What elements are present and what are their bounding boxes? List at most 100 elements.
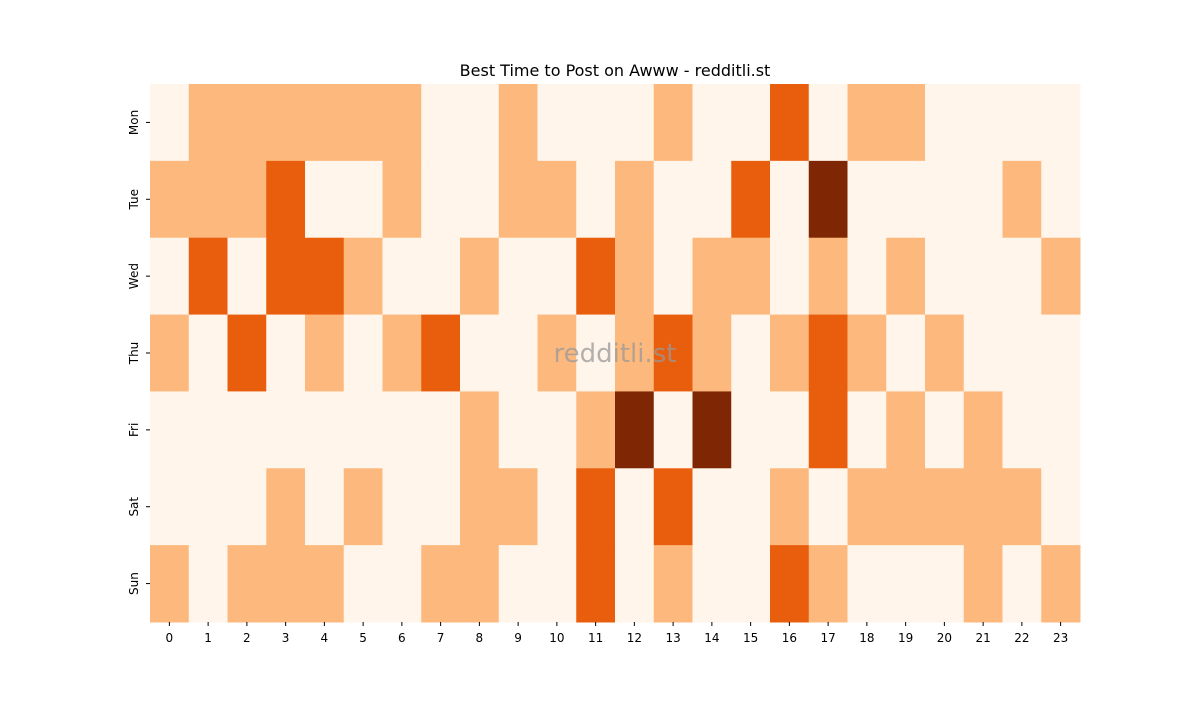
- x-tick-label: 7: [437, 631, 445, 645]
- cell: [382, 314, 422, 392]
- x-tick-label: 18: [859, 631, 874, 645]
- cell: [305, 84, 345, 162]
- cell: [305, 545, 345, 623]
- cell: [537, 468, 577, 546]
- cell: [498, 391, 538, 469]
- cell: [150, 160, 190, 239]
- cell: [498, 237, 538, 316]
- cell: [498, 468, 538, 546]
- cell: [808, 468, 848, 546]
- cell: [305, 391, 345, 469]
- cell: [266, 314, 306, 392]
- cell: [770, 545, 810, 623]
- cell: [886, 237, 926, 316]
- x-tick-label: 12: [627, 631, 642, 645]
- cell: [537, 545, 577, 623]
- cell: [150, 391, 190, 469]
- cell: [886, 314, 926, 392]
- cell: [847, 84, 887, 162]
- watermark: redditli.st: [554, 339, 677, 369]
- cell: [847, 468, 887, 546]
- cell: [382, 84, 422, 162]
- cell: [343, 391, 383, 469]
- cell: [227, 468, 267, 546]
- cell: [537, 391, 577, 469]
- cell: [188, 84, 228, 162]
- cell: [343, 84, 383, 162]
- cell: [886, 391, 926, 469]
- x-tick-label: 21: [975, 631, 990, 645]
- cell: [615, 84, 655, 162]
- x-tick-label: 3: [282, 631, 290, 645]
- cell: [808, 160, 848, 239]
- cell: [615, 468, 655, 546]
- cell: [188, 545, 228, 623]
- cell: [847, 237, 887, 316]
- cell: [770, 468, 810, 546]
- cell: [692, 545, 732, 623]
- cell: [925, 84, 965, 162]
- cell: [1041, 545, 1081, 623]
- cell: [227, 545, 267, 623]
- cell: [188, 468, 228, 546]
- cell: [731, 468, 771, 546]
- cell: [150, 84, 190, 162]
- cell: [886, 160, 926, 239]
- cell: [537, 160, 577, 239]
- cell: [847, 391, 887, 469]
- cell: [343, 545, 383, 623]
- cell: [692, 84, 732, 162]
- cell: [576, 314, 616, 392]
- cell: [305, 160, 345, 239]
- cell: [343, 314, 383, 392]
- cell: [227, 237, 267, 316]
- cell: [653, 391, 693, 469]
- x-tick-label: 15: [743, 631, 758, 645]
- cell: [150, 314, 190, 392]
- cell: [653, 468, 693, 546]
- x-tick-label: 11: [588, 631, 603, 645]
- y-tick-label: Mon: [127, 110, 141, 135]
- cell: [498, 160, 538, 239]
- x-tick-label: 0: [166, 631, 174, 645]
- cell: [808, 391, 848, 469]
- x-tick-label: 16: [782, 631, 797, 645]
- cell: [615, 160, 655, 239]
- x-tick-label: 13: [665, 631, 680, 645]
- cell: [770, 84, 810, 162]
- cell: [1002, 237, 1042, 316]
- x-tick-label: 23: [1053, 631, 1068, 645]
- x-tick-label: 2: [243, 631, 251, 645]
- cell: [188, 314, 228, 392]
- cell: [770, 391, 810, 469]
- cell: [227, 84, 267, 162]
- cell: [576, 391, 616, 469]
- x-tick-label: 1: [204, 631, 212, 645]
- cell: [653, 160, 693, 239]
- cell: [615, 391, 655, 469]
- cell: [692, 237, 732, 316]
- cell: [537, 84, 577, 162]
- cell: [925, 160, 965, 239]
- cell: [460, 84, 500, 162]
- cell: [421, 391, 461, 469]
- cell: [963, 468, 1003, 546]
- cell: [460, 314, 500, 392]
- cell: [576, 545, 616, 623]
- cell: [847, 545, 887, 623]
- cell: [460, 237, 500, 316]
- cell: [421, 84, 461, 162]
- cell: [808, 545, 848, 623]
- cell: [421, 314, 461, 392]
- cell: [1041, 84, 1081, 162]
- cell: [421, 468, 461, 546]
- cell: [1002, 314, 1042, 392]
- cell: [925, 391, 965, 469]
- cell: [343, 237, 383, 316]
- y-tick-label: Tue: [127, 189, 141, 211]
- cell: [227, 160, 267, 239]
- cell: [150, 468, 190, 546]
- x-tick-label: 4: [321, 631, 329, 645]
- cell: [421, 160, 461, 239]
